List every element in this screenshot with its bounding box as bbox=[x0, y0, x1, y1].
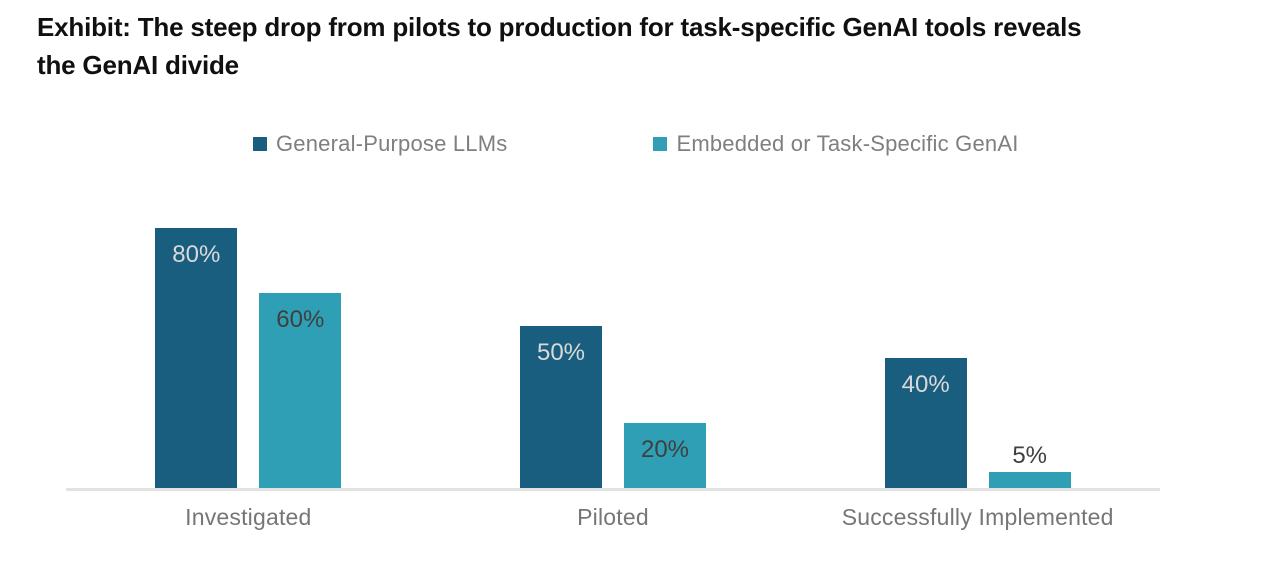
bar-group-piloted: 50% 20% bbox=[431, 163, 796, 488]
legend-label-general-purpose-llms: General-Purpose LLMs bbox=[276, 131, 508, 156]
bar-general-purpose-investigated: 80% bbox=[155, 228, 238, 488]
page-title-line-1: Exhibit: The steep drop from pilots to p… bbox=[37, 12, 1082, 42]
legend-item-general-purpose-llms: General-Purpose LLMs bbox=[253, 131, 507, 157]
bar-value-label: 20% bbox=[640, 436, 690, 463]
bar-general-purpose-piloted: 50% bbox=[520, 325, 602, 488]
x-axis-label-investigated: Investigated bbox=[185, 504, 312, 530]
bar-general-purpose-successfully-implemented: 40% bbox=[884, 358, 967, 488]
bar-embedded-piloted: 20% bbox=[624, 423, 706, 488]
x-axis-line bbox=[66, 488, 1160, 491]
bar-group-successfully-implemented: 40% 5% bbox=[795, 163, 1160, 488]
legend-swatch-general-purpose-llms bbox=[253, 137, 267, 151]
x-axis-category-labels: Investigated Piloted Successfully Implem… bbox=[66, 504, 1160, 531]
bar-value-label: 60% bbox=[276, 306, 325, 333]
bar-value-label: 40% bbox=[901, 371, 950, 398]
chart-legend: General-Purpose LLMs Embedded or Task-Sp… bbox=[253, 131, 1019, 157]
legend-item-embedded-task-specific-genai: Embedded or Task-Specific GenAI bbox=[653, 131, 1018, 157]
legend-swatch-embedded-task-specific-genai bbox=[653, 137, 668, 151]
bar-embedded-investigated: 60% bbox=[259, 293, 342, 488]
page-title: Exhibit: The steep drop from pilots to p… bbox=[37, 8, 1267, 84]
x-axis-label-successfully-implemented: Successfully Implemented bbox=[841, 504, 1114, 530]
bar-embedded-successfully-implemented: 5% bbox=[988, 442, 1071, 488]
bar-group-investigated: 80% 60% bbox=[66, 163, 431, 488]
x-axis-label-piloted: Piloted bbox=[577, 504, 649, 530]
bar-value-label: 80% bbox=[172, 241, 221, 268]
bar-chart-plot-area: 80% 60% 50% 20% 40% 5% bbox=[66, 163, 1160, 488]
bar-value-label: 50% bbox=[536, 338, 586, 366]
bar-value-label: 5% bbox=[1012, 441, 1048, 469]
page-title-line-2: the GenAI divide bbox=[37, 50, 239, 80]
legend-label-embedded-task-specific-genai: Embedded or Task-Specific GenAI bbox=[676, 131, 1019, 156]
